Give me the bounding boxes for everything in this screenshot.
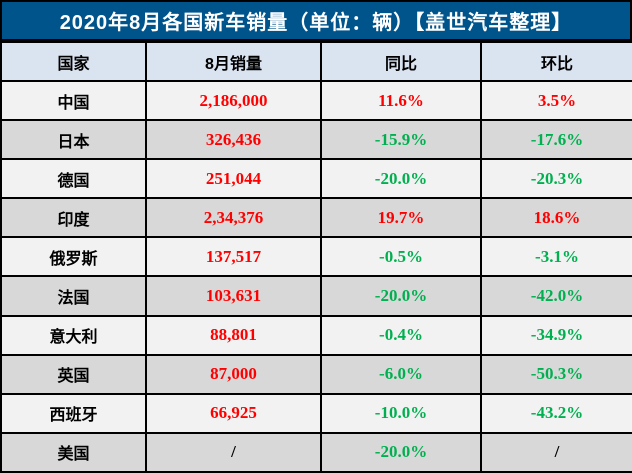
sales-cell: 137,517	[145, 236, 322, 278]
yoy-cell: -20.0%	[320, 275, 482, 317]
yoy-cell: -20.0%	[320, 431, 482, 473]
column-header-yoy: 同比	[320, 41, 482, 82]
table-row: 西班牙 66,925 -10.0% -43.2%	[0, 392, 632, 434]
table-row: 日本 326,436 -15.9% -17.6%	[0, 119, 632, 161]
yoy-cell: -10.0%	[320, 392, 482, 434]
mom-cell: -34.9%	[480, 314, 632, 356]
country-cell: 德国	[0, 158, 147, 200]
column-header-mom: 环比	[480, 41, 632, 82]
country-cell: 西班牙	[0, 392, 147, 434]
yoy-cell: -15.9%	[320, 119, 482, 161]
country-cell: 印度	[0, 197, 147, 239]
country-cell: 法国	[0, 275, 147, 317]
sales-cell: 326,436	[145, 119, 322, 161]
mom-cell: -43.2%	[480, 392, 632, 434]
country-cell: 日本	[0, 119, 147, 161]
sales-cell: 87,000	[145, 353, 322, 395]
mom-cell: -17.6%	[480, 119, 632, 161]
mom-cell: 3.5%	[480, 79, 632, 122]
column-header-country: 国家	[0, 41, 147, 82]
country-cell: 中国	[0, 79, 147, 122]
country-cell: 美国	[0, 431, 147, 473]
table-row: 美国 / -20.0% /	[0, 431, 632, 473]
country-cell: 英国	[0, 353, 147, 395]
sales-cell: 2,186,000	[145, 79, 322, 122]
table-body: 中国 2,186,000 11.6% 3.5% 日本 326,436 -15.9…	[0, 79, 632, 473]
yoy-cell: -0.5%	[320, 236, 482, 278]
table-row: 俄罗斯 137,517 -0.5% -3.1%	[0, 236, 632, 278]
sales-cell: 103,631	[145, 275, 322, 317]
table-row: 中国 2,186,000 11.6% 3.5%	[0, 79, 632, 122]
yoy-cell: 19.7%	[320, 197, 482, 239]
table-row: 德国 251,044 -20.0% -20.3%	[0, 158, 632, 200]
mom-cell: -3.1%	[480, 236, 632, 278]
table-title: 2020年8月各国新车销量（单位：辆）【盖世汽车整理】	[0, 0, 632, 41]
table-row: 印度 2,34,376 19.7% 18.6%	[0, 197, 632, 239]
table-row: 法国 103,631 -20.0% -42.0%	[0, 275, 632, 317]
sales-cell: 66,925	[145, 392, 322, 434]
table-row: 意大利 88,801 -0.4% -34.9%	[0, 314, 632, 356]
yoy-cell: -0.4%	[320, 314, 482, 356]
country-cell: 俄罗斯	[0, 236, 147, 278]
yoy-cell: -6.0%	[320, 353, 482, 395]
column-header-august-sales: 8月销量	[145, 41, 322, 82]
table-header-row: 国家 8月销量 同比 环比	[0, 41, 632, 82]
sales-cell: 251,044	[145, 158, 322, 200]
mom-cell: /	[480, 431, 632, 473]
sales-cell: /	[145, 431, 322, 473]
sales-cell: 2,34,376	[145, 197, 322, 239]
mom-cell: -50.3%	[480, 353, 632, 395]
sales-cell: 88,801	[145, 314, 322, 356]
yoy-cell: -20.0%	[320, 158, 482, 200]
yoy-cell: 11.6%	[320, 79, 482, 122]
mom-cell: -20.3%	[480, 158, 632, 200]
mom-cell: 18.6%	[480, 197, 632, 239]
sales-table: 国家 8月销量 同比 环比 中国 2,186,000 11.6% 3.5% 日本…	[0, 41, 632, 473]
mom-cell: -42.0%	[480, 275, 632, 317]
table-row: 英国 87,000 -6.0% -50.3%	[0, 353, 632, 395]
country-cell: 意大利	[0, 314, 147, 356]
